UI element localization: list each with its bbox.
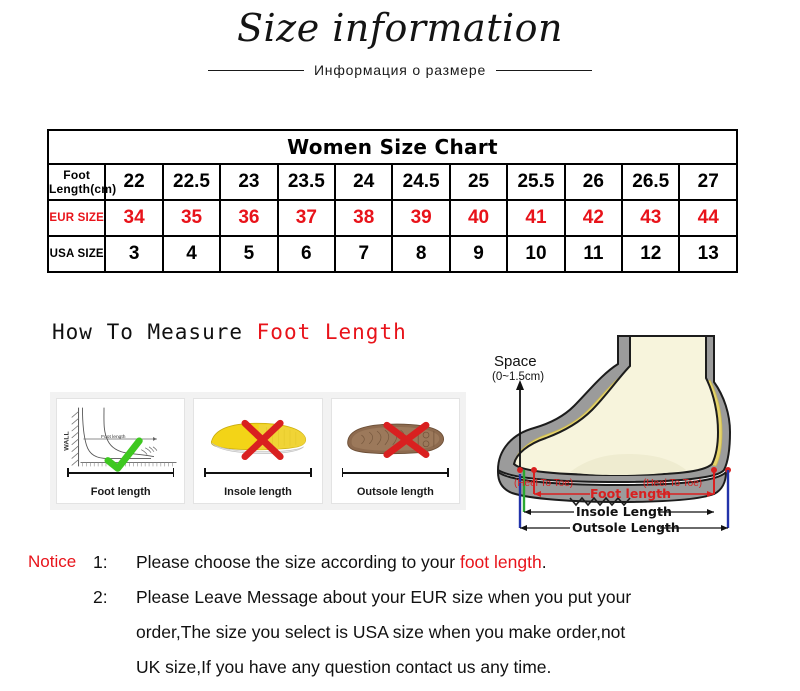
panel-inner-foot-length-label: Foot length: [101, 434, 126, 440]
notice-text-3: order,The size you select is USA size wh…: [136, 622, 626, 642]
size-chart-table: Women Size Chart Foot Length(cm) 22 22.5 23…: [46, 129, 738, 273]
notice-word: Notice: [28, 552, 77, 571]
notice-text-1: Please choose the size according to your…: [136, 552, 547, 573]
table-cell: 24.5: [391, 163, 451, 201]
table-cell: 8: [391, 235, 451, 273]
heel-to-toe-left-label: (Heel To Toe): [514, 478, 573, 489]
how-to-measure-heading-black: How To Measure: [52, 320, 257, 344]
table-cell: 9: [448, 235, 509, 273]
table-cell: 12: [621, 235, 681, 273]
notice-text-1-highlight: foot length: [459, 552, 542, 572]
table-cell: 42: [563, 199, 624, 237]
notice-line-1: Notice 1: Please choose the size accordi…: [0, 549, 800, 584]
size-chart-caption: Women Size Chart: [47, 129, 738, 165]
foot-shape: [512, 335, 720, 477]
notice-number-2: 2:: [93, 587, 108, 607]
table-cell: 39: [391, 199, 451, 237]
table-cell: 7: [334, 235, 394, 273]
table-cell: 40: [448, 199, 509, 237]
how-to-measure-heading-red: Foot Length: [256, 320, 407, 344]
table-cell: 36: [219, 199, 279, 237]
subtitle-rule-left: [207, 69, 304, 71]
measure-bar-insole-length: [204, 468, 312, 477]
table-cell: 10: [506, 235, 566, 273]
table-cell: 26: [563, 163, 624, 201]
space-value-label: (0~1.5cm): [492, 371, 544, 383]
measure-panel-insole-length: Insole length: [193, 398, 323, 504]
table-cell: 23: [219, 163, 279, 201]
notice-text-4: UK size,If you have any question contact…: [136, 657, 552, 677]
measure-panel-label-insole-length: Insole length: [224, 486, 292, 498]
table-cell: 4: [161, 235, 222, 273]
table-cell: 41: [506, 199, 566, 237]
wall-label: WALL: [64, 431, 71, 450]
size-chart-body: Foot Length(cm) 22 22.5 23 23.5 24 24.5 25 25.5 2…: [46, 163, 738, 273]
heel-to-toe-right-label: (Heel To Toe): [643, 478, 702, 489]
table-cell: 5: [219, 235, 279, 273]
insole-length-label: Insole Length: [576, 504, 672, 519]
measure-panel-foot-length: Foot length WALL Foot l: [56, 398, 186, 504]
table-row: EUR SIZE 34 35 36 37 38 39 40 41 42 43 44: [46, 199, 738, 237]
notice-text-1-after: .: [541, 552, 547, 572]
table-cell: 23.5: [276, 163, 337, 201]
table-cell: 22.5: [161, 163, 222, 201]
page-header: Size information Информация о размере: [0, 0, 800, 110]
outsole-length-label: Outsole Length: [572, 520, 680, 535]
table-cell: 11: [563, 235, 624, 273]
notice-number-1: 1:: [93, 552, 108, 572]
table-cell: 44: [678, 199, 738, 237]
red-cross-icon: [241, 419, 284, 461]
table-cell: 37: [276, 199, 337, 237]
table-cell: 26.5: [621, 163, 681, 201]
size-chart-container: Women Size Chart Foot Length(cm) 22 22.5 23…: [46, 129, 738, 273]
foot-length-label: Foot length: [590, 486, 671, 501]
table-cell: 27: [678, 163, 738, 201]
measure-bar-foot-length: [67, 468, 175, 477]
foot-against-wall-illustration: Foot length WALL: [64, 407, 177, 472]
row-header-2: USA SIZE: [46, 235, 107, 273]
table-row: USA SIZE 3 4 5 6 7 8 9 10 11 12 13: [46, 235, 738, 273]
table-cell: 22: [104, 163, 164, 201]
space-arrow-head: [516, 380, 524, 390]
table-cell: 3: [104, 235, 164, 273]
table-cell: 25: [448, 163, 509, 201]
subtitle-rule-right: [496, 69, 593, 71]
how-to-measure-heading: How To Measure Foot Length: [52, 320, 407, 344]
table-row: Foot Length(cm) 22 22.5 23 23.5 24 24.5 25 25.5 2…: [46, 163, 738, 201]
sole-tread: [569, 496, 631, 507]
space-label: Space: [494, 353, 537, 370]
measure-bar-outsole-length: [341, 468, 450, 477]
red-cross-icon: [383, 421, 430, 459]
foot-arch-shading: [570, 454, 686, 475]
endpoint-dot: [517, 467, 523, 473]
measure-panel-outsole-length: Outsole length: [330, 398, 460, 504]
brown-outsole-illustration: [346, 421, 444, 459]
table-cell: 34: [104, 199, 164, 237]
notice-line-3: order,The size you select is USA size wh…: [0, 619, 800, 654]
row-header-0: Foot Length(cm): [46, 163, 116, 201]
measure-panel-label-foot-length: Foot length: [90, 486, 151, 498]
page-subtitle: Информация о размере: [313, 62, 487, 78]
subtitle-row: Информация о размере: [0, 62, 800, 78]
measure-panel-strip: Foot length WALL Foot l: [50, 392, 466, 510]
table-cell: 6: [276, 235, 337, 273]
shoe-cross-section-diagram: Space (0~1.5cm) Foot length (Heel To Toe…: [492, 335, 732, 535]
page-title: Size information: [237, 6, 563, 50]
yellow-insole-illustration: [211, 419, 307, 461]
green-check-icon: [104, 437, 143, 472]
measure-panel-label-outsole-length: Outsole length: [356, 486, 434, 498]
table-cell: 25.5: [506, 163, 566, 201]
notice-line-4: UK size,If you have any question contact…: [0, 654, 800, 689]
table-cell: 13: [678, 235, 738, 273]
notice-text-1-before: Please choose the size according to your: [136, 552, 460, 572]
table-cell: 43: [621, 199, 681, 237]
notice-line-2: 2: Please Leave Message about your EUR s…: [0, 584, 800, 619]
notice-text-2: Please Leave Message about your EUR size…: [136, 587, 632, 607]
notice-block: Notice 1: Please choose the size accordi…: [0, 549, 800, 689]
table-cell: 24: [334, 163, 394, 201]
table-cell: 35: [161, 199, 222, 237]
table-cell: 38: [334, 199, 394, 237]
row-header-1: EUR SIZE: [46, 199, 107, 237]
